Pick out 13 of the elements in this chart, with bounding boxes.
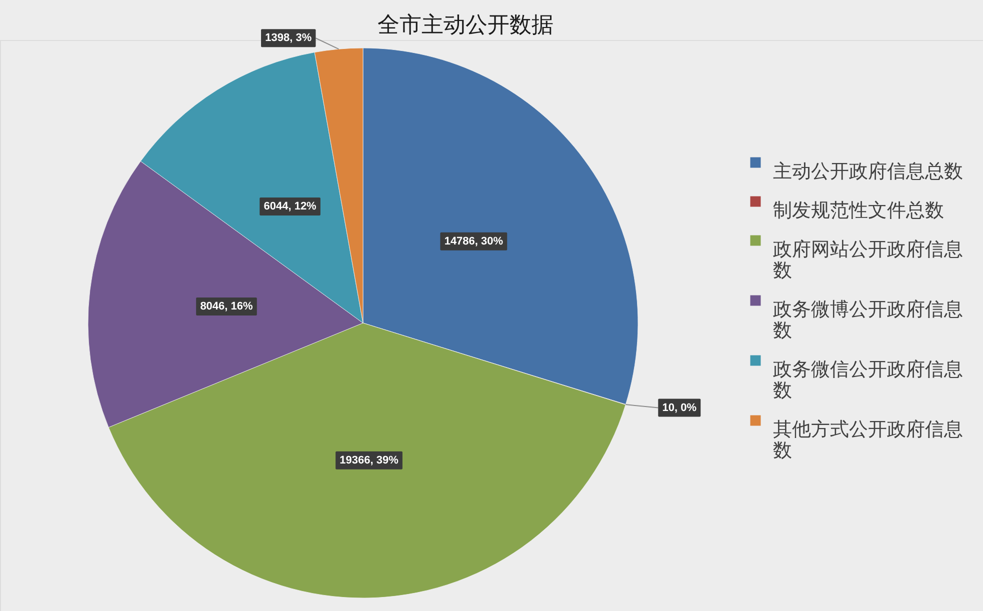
chart-title: 全市主动公开数据 <box>378 13 554 38</box>
data-label: 6044, 12% <box>264 200 317 212</box>
legend-label: 其他方式公开政府信息数 <box>773 418 963 462</box>
legend-label: 政府网站公开政府信息数 <box>773 238 963 282</box>
legend-label: 制发规范性文件总数 <box>773 200 944 222</box>
data-label: 1398, 3% <box>265 32 312 44</box>
legend-label: 主动公开政府信息总数 <box>773 160 963 182</box>
legend-label: 政务微信公开政府信息数 <box>773 358 963 402</box>
data-label: 8046, 16% <box>200 300 253 313</box>
data-label: 19366, 39% <box>340 454 399 466</box>
legend-label: 政务微博公开政府信息数 <box>773 298 963 342</box>
data-label: 10, 0% <box>662 402 697 414</box>
data-label: 14786, 30% <box>444 235 504 248</box>
